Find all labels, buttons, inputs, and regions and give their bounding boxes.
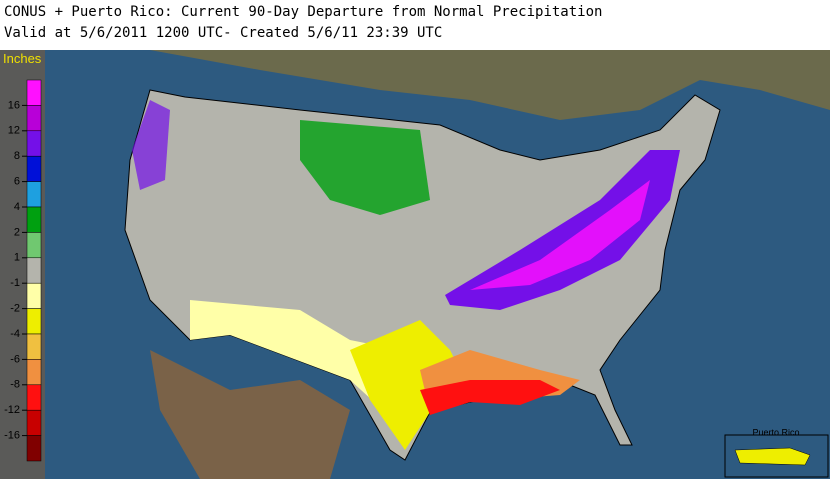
legend-label: 12: [8, 125, 20, 137]
legend-label: 6: [14, 176, 20, 188]
header: CONUS + Puerto Rico: Current 90-Day Depa…: [0, 0, 830, 50]
legend-swatch: [26, 282, 42, 309]
green-area: [300, 120, 430, 215]
legend-swatch: [26, 308, 42, 335]
subtitle: Valid at 5/6/2011 1200 UTC- Created 5/6/…: [4, 25, 443, 41]
legend-label: 8: [14, 150, 20, 162]
legend-label: -16: [4, 430, 20, 442]
legend-swatch: [26, 232, 42, 259]
title: CONUS + Puerto Rico: Current 90-Day Depa…: [4, 4, 603, 20]
red-area: [420, 380, 560, 415]
legend-label: 16: [8, 99, 20, 111]
legend-label: -1: [10, 277, 20, 289]
legend-swatch: [26, 359, 42, 386]
legend-swatch: [26, 206, 42, 233]
legend-label: -2: [10, 303, 20, 315]
canada: [45, 50, 830, 120]
legend-swatch: [26, 409, 42, 436]
legend-swatch: [26, 105, 42, 132]
legend-swatch: [26, 79, 42, 106]
yellow-area: [350, 320, 470, 450]
legend-swatch: [26, 155, 42, 182]
legend: 16 12 8 6 4 2 1 -1 -2 -4 -6 -8 -12 -16: [4, 79, 42, 462]
northwest-wet: [132, 100, 170, 190]
legend-swatch: [26, 181, 42, 208]
legend-swatch: [26, 333, 42, 360]
mexico: [150, 350, 350, 479]
legend-label: 4: [14, 201, 20, 213]
legend-label: -4: [10, 328, 20, 340]
inset-title: Puerto Rico: [752, 427, 799, 437]
legend-label: 2: [14, 226, 20, 238]
legend-swatch: [26, 257, 42, 284]
legend-swatch: [26, 130, 42, 157]
puerto-rico: [734, 447, 811, 466]
legend-title: Inches: [3, 51, 42, 66]
wettest-area: [470, 180, 650, 290]
legend-label: 1: [14, 252, 20, 264]
legend-label: -8: [10, 379, 20, 391]
legend-swatch: [26, 384, 42, 411]
map: Inches 16 12 8 6 4 2 1 -1 -2 -4 -6 -8 -12 -16 Puerto …: [0, 50, 830, 479]
legend-swatch: [26, 435, 42, 462]
legend-label: -6: [10, 353, 20, 365]
legend-label: -12: [4, 404, 20, 416]
wet-swath: [445, 150, 680, 310]
